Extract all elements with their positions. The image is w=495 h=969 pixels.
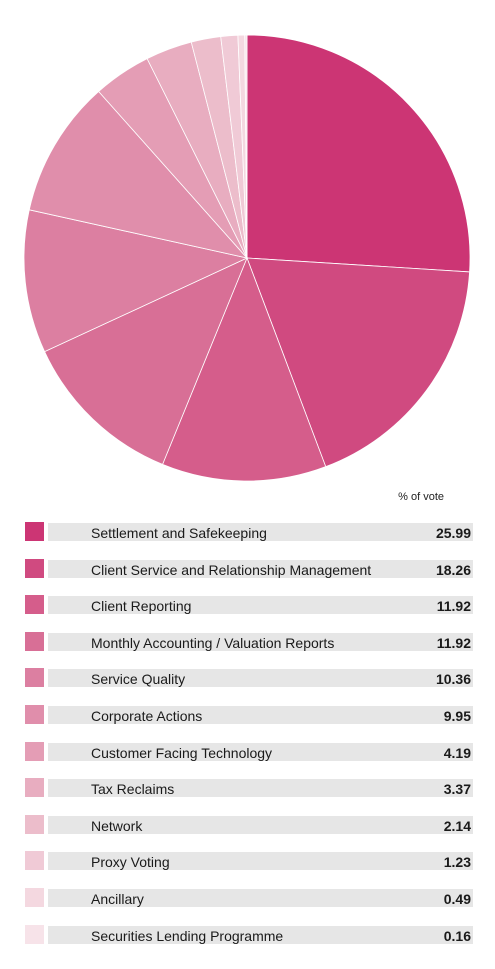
legend-value: 0.49 bbox=[443, 891, 471, 907]
pie-chart bbox=[23, 34, 471, 482]
legend-row: Client Reporting 11.92 bbox=[25, 595, 473, 614]
pie-slice-4 bbox=[44, 257, 248, 465]
legend-swatch bbox=[25, 888, 44, 907]
legend-label: Securities Lending Programme bbox=[91, 928, 284, 944]
legend-value: 9.95 bbox=[443, 708, 471, 724]
legend-label: Proxy Voting bbox=[91, 854, 170, 870]
pie-slice-6 bbox=[28, 90, 249, 259]
legend-value: 11.92 bbox=[436, 635, 471, 651]
legend-row: Securities Lending Programme 0.16 bbox=[25, 925, 473, 944]
legend-row: Client Service and Relationship Manageme… bbox=[25, 559, 473, 578]
legend-swatch bbox=[25, 668, 44, 687]
legend-swatch bbox=[25, 815, 44, 834]
legend-bar-background: Client Service and Relationship Manageme… bbox=[48, 560, 473, 578]
legend-row: Tax Reclaims 3.37 bbox=[25, 778, 473, 797]
legend-bar-background: Settlement and Safekeeping 25.99 bbox=[48, 523, 473, 541]
legend-row: Corporate Actions 9.95 bbox=[25, 705, 473, 724]
legend-label: Monthly Accounting / Valuation Reports bbox=[91, 635, 335, 651]
legend-bar-background: Securities Lending Programme 0.16 bbox=[48, 926, 473, 944]
legend-bar-background: Client Reporting 11.92 bbox=[48, 596, 473, 614]
legend-value: 2.14 bbox=[443, 818, 471, 834]
legend-bar-background: Service Quality 10.36 bbox=[48, 669, 473, 687]
legend-row: Customer Facing Technology 4.19 bbox=[25, 742, 473, 761]
legend-row: Monthly Accounting / Valuation Reports 11… bbox=[25, 632, 473, 651]
legend-swatch bbox=[25, 705, 44, 724]
legend-bar-background: Customer Facing Technology 4.19 bbox=[48, 743, 473, 761]
legend-bar-background: Ancillary 0.49 bbox=[48, 889, 473, 907]
legend-swatch bbox=[25, 742, 44, 761]
legend-bar-background: Network 2.14 bbox=[48, 816, 473, 834]
legend-bar-background: Proxy Voting 1.23 bbox=[48, 852, 473, 870]
legend-label: Client Reporting bbox=[91, 598, 192, 614]
legend-value: 1.23 bbox=[443, 854, 471, 870]
legend-swatch bbox=[25, 925, 44, 944]
legend-row: Settlement and Safekeeping 25.99 bbox=[25, 522, 473, 541]
legend-label: Client Service and Relationship Manageme… bbox=[91, 562, 372, 578]
legend-value: 18.26 bbox=[435, 562, 471, 578]
legend-row: Ancillary 0.49 bbox=[25, 888, 473, 907]
legend-swatch bbox=[25, 851, 44, 870]
legend-swatch bbox=[25, 522, 44, 541]
legend-swatch bbox=[25, 778, 44, 797]
legend-swatch bbox=[25, 632, 44, 651]
legend-label: Service Quality bbox=[91, 671, 186, 687]
legend-label: Ancillary bbox=[91, 891, 144, 907]
legend-value: 10.36 bbox=[435, 671, 471, 687]
pie-slice-2 bbox=[246, 257, 470, 468]
legend-bar-background: Monthly Accounting / Valuation Reports 11… bbox=[48, 633, 473, 651]
legend-label: Settlement and Safekeeping bbox=[91, 525, 267, 541]
legend-value: 0.16 bbox=[443, 928, 471, 944]
legend-label: Tax Reclaims bbox=[91, 781, 175, 797]
pie-slice-5 bbox=[23, 209, 249, 353]
legend-swatch bbox=[25, 559, 44, 578]
legend-value: 11.92 bbox=[436, 598, 471, 614]
legend-value: 3.37 bbox=[443, 781, 471, 797]
legend-value: 25.99 bbox=[435, 525, 471, 541]
value-column-header: % of vote bbox=[398, 491, 444, 503]
legend-label: Network bbox=[91, 818, 143, 834]
legend-bar-background: Corporate Actions 9.95 bbox=[48, 706, 473, 724]
pie-slice-3 bbox=[162, 256, 327, 482]
legend-label: Customer Facing Technology bbox=[91, 745, 273, 761]
legend-swatch bbox=[25, 595, 44, 614]
legend-label: Corporate Actions bbox=[91, 708, 203, 724]
pie-slice-1 bbox=[246, 34, 471, 273]
legend-row: Proxy Voting 1.23 bbox=[25, 851, 473, 870]
legend-bar-background: Tax Reclaims 3.37 bbox=[48, 779, 473, 797]
legend-row: Network 2.14 bbox=[25, 815, 473, 834]
pie-slice-12 bbox=[244, 34, 248, 259]
legend-value: 4.19 bbox=[443, 745, 471, 761]
legend-row: Service Quality 10.36 bbox=[25, 668, 473, 687]
